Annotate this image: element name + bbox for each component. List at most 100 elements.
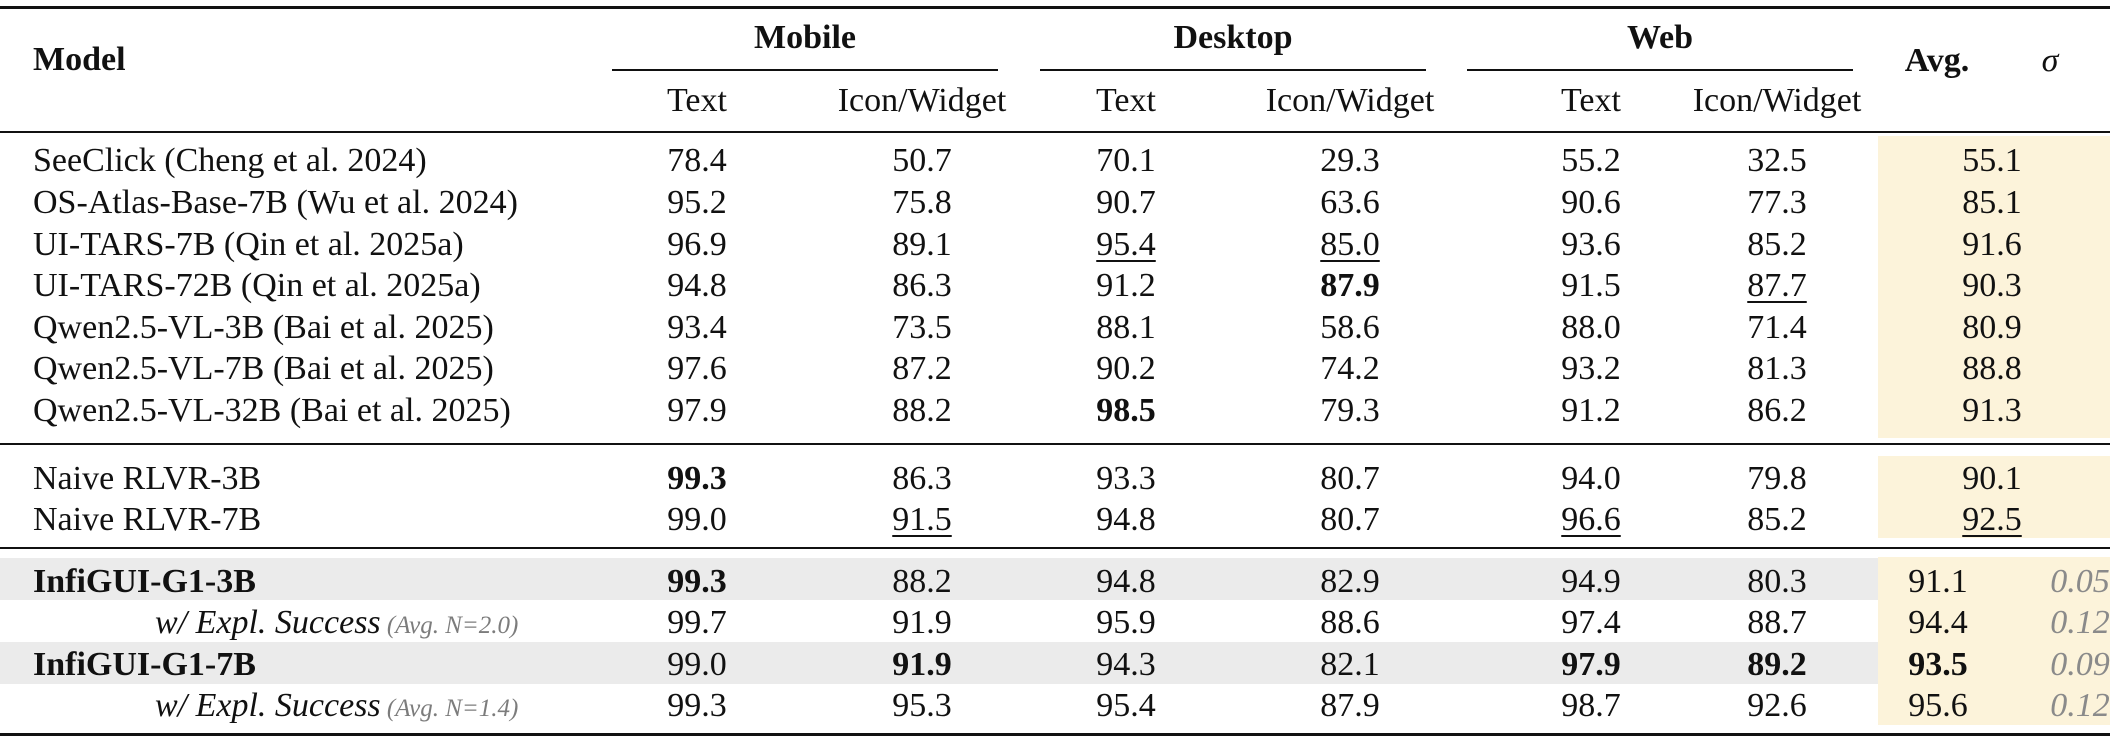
table-cell-value: 58.6 [1320,309,1380,346]
table-cell-value: 73.5 [892,309,952,346]
section-rule-2 [0,547,2110,549]
table-cell-value: 97.4 [1561,604,1621,641]
avg-highlight-block-1 [1878,136,2110,438]
table-cell-avg: 91.3 [1962,392,2022,429]
model-variant-note: (Avg. N=1.4) [380,695,519,722]
header-sub-desktop-icon: Icon/Widget [1265,82,1435,119]
model-variant-label: w/ Expl. Success [155,687,381,724]
header-sub-desktop-text: Text [1096,82,1156,119]
row-highlight-infigui-3b [0,558,1878,600]
table-cell-value: 86.3 [892,460,952,497]
table-cell-value: 91.9 [892,604,952,641]
table-cell-avg: 91.1 [1908,563,1968,600]
table-cell-avg: 92.5 [1962,501,2022,538]
table-cell-value: 85.2 [1747,501,1807,538]
table-cell-value: 95.4 [1096,687,1156,724]
bottom-rule [0,733,2110,736]
table-cell-value: 92.6 [1747,687,1807,724]
table-cell-value: 81.3 [1747,350,1807,387]
table-cell-value: 29.3 [1320,142,1380,179]
table-cell-value: 91.9 [892,646,952,683]
table-cell-value: 93.4 [667,309,727,346]
table-cell-value: 50.7 [892,142,952,179]
table-row-model: Qwen2.5-VL-32B (Bai et al. 2025) [33,392,511,429]
table-row-model: UI-TARS-72B (Qin et al. 2025a) [33,267,481,304]
table-cell-value: 94.9 [1561,563,1621,600]
table-cell-avg: 95.6 [1908,687,1968,724]
table-cell-value: 85.0 [1320,226,1380,263]
table-row-model: InfiGUI-G1-3B [33,563,256,600]
avg-highlight-block-2 [1878,456,2110,538]
table-cell-value: 99.3 [667,563,727,600]
table-cell-value: 99.0 [667,646,727,683]
table-cell-value: 91.2 [1561,392,1621,429]
table-cell-value: 71.4 [1747,309,1807,346]
table-cell-avg: 85.1 [1962,184,2022,221]
table-cell-value: 99.0 [667,501,727,538]
table-cell-sigma: 0.12 [2050,687,2110,724]
table-cell-avg: 88.8 [1962,350,2022,387]
table-cell-value: 86.2 [1747,392,1807,429]
table-cell-value: 63.6 [1320,184,1380,221]
model-variant-note: (Avg. N=2.0) [380,612,519,639]
table-cell-value: 93.2 [1561,350,1621,387]
table-cell-value: 75.8 [892,184,952,221]
table-cell-avg: 90.3 [1962,267,2022,304]
table-cell-value: 90.7 [1096,184,1156,221]
header-model: Model [33,41,126,78]
table-cell-value: 93.3 [1096,460,1156,497]
table-cell-value: 98.5 [1096,392,1156,429]
table-cell-value: 90.2 [1096,350,1156,387]
table-cell-value: 89.2 [1747,646,1807,683]
table-cell-value: 79.8 [1747,460,1807,497]
table-row-model: OS-Atlas-Base-7B (Wu et al. 2024) [33,184,518,221]
table-row-model: Naive RLVR-3B [33,460,262,497]
table-cell-value: 79.3 [1320,392,1380,429]
table-cell-value: 87.7 [1747,267,1807,304]
header-sub-web-icon: Icon/Widget [1692,82,1862,119]
header-sub-web-text: Text [1561,82,1621,119]
table-row-model: SeeClick (Cheng et al. 2024) [33,142,427,179]
table-cell-value: 96.6 [1561,501,1621,538]
table-cell-avg: 93.5 [1908,646,1968,683]
table-cell-value: 98.7 [1561,687,1621,724]
table-cell-value: 86.3 [892,267,952,304]
header-sub-mobile-text: Text [667,82,727,119]
table-cell-value: 85.2 [1747,226,1807,263]
table-cell-value: 95.3 [892,687,952,724]
row-highlight-infigui-7b [0,642,1878,684]
web-group-rule [1467,69,1853,71]
header-avg: Avg. [1904,42,1970,79]
table-cell-value: 95.9 [1096,604,1156,641]
header-group-mobile: Mobile [754,19,856,56]
table-cell-value: 88.2 [892,563,952,600]
table-cell-value: 88.1 [1096,309,1156,346]
table-cell-value: 87.9 [1320,267,1380,304]
table-cell-value: 99.7 [667,604,727,641]
table-cell-sigma: 0.09 [2050,646,2110,683]
table-cell-value: 94.8 [667,267,727,304]
table-cell-value: 87.9 [1320,687,1380,724]
model-variant-label: w/ Expl. Success [155,604,381,641]
table-cell-avg: 55.1 [1962,142,2022,179]
table-cell-avg: 90.1 [1962,460,2022,497]
table-cell-value: 97.6 [667,350,727,387]
table-cell-sigma: 0.12 [2050,604,2110,641]
table-cell-value: 91.2 [1096,267,1156,304]
header-sigma: σ [2041,42,2059,79]
table-cell-value: 91.5 [1561,267,1621,304]
table-cell-value: 91.5 [892,501,952,538]
section-rule-1 [0,443,2110,445]
table-cell-value: 97.9 [667,392,727,429]
table-cell-value: 82.1 [1320,646,1380,683]
desktop-group-rule [1040,69,1426,71]
table-cell-value: 80.7 [1320,501,1380,538]
header-group-desktop: Desktop [1173,19,1293,56]
table-cell-value: 74.2 [1320,350,1380,387]
table-cell-value: 88.6 [1320,604,1380,641]
table-cell-value: 88.0 [1561,309,1621,346]
table-cell-avg: 91.6 [1962,226,2022,263]
table-cell-value: 88.7 [1747,604,1807,641]
table-cell-value: 94.0 [1561,460,1621,497]
table-cell-value: 77.3 [1747,184,1807,221]
